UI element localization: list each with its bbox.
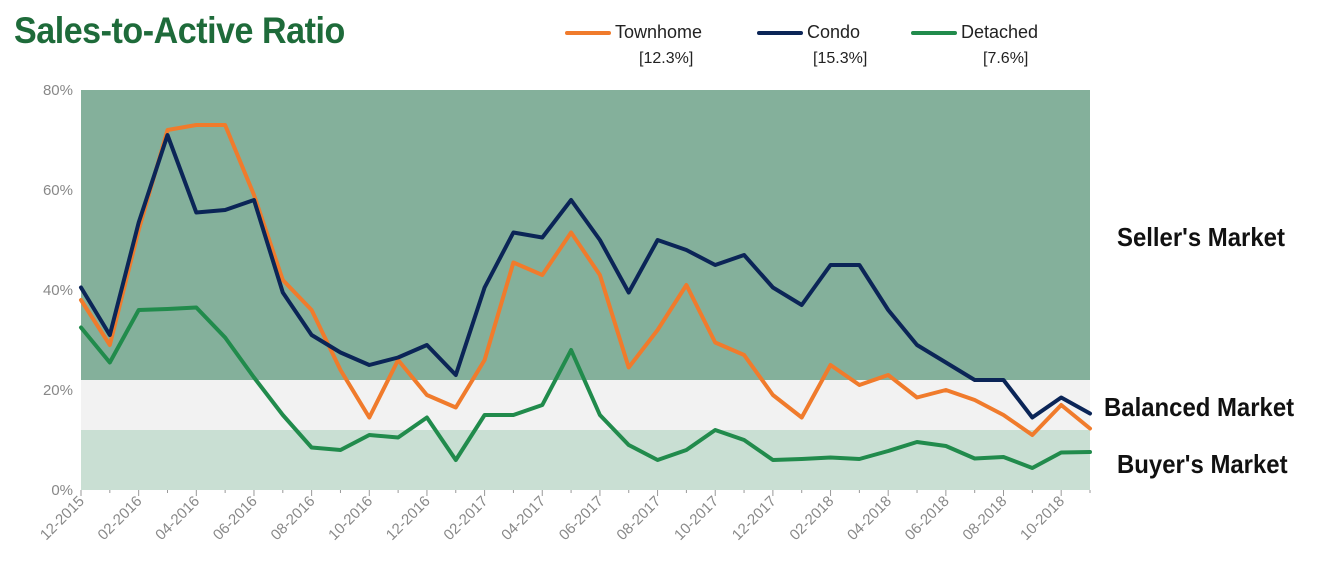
x-tick-label: 10-2018 [1017, 493, 1068, 544]
series-line-detached [79, 305, 1092, 470]
y-tick-label: 20% [43, 382, 73, 399]
y-tick-label: 80% [43, 82, 73, 99]
x-tick-label: 02-2017 [440, 493, 491, 544]
x-tick-label: 12-2015 [37, 493, 88, 544]
zone-label-sellers: Seller's Market [1117, 222, 1285, 252]
x-tick-label: 08-2016 [268, 493, 319, 544]
series-line-condo [79, 133, 1092, 420]
series-line-townhome [79, 123, 1092, 437]
legend-label-condo: Condo [807, 22, 861, 42]
legend-item-condo: Condo [15.3%] [757, 22, 867, 67]
zone-band-buyer-s-market [81, 430, 1090, 490]
legend-item-townhome: Townhome [12.3%] [565, 22, 703, 67]
x-tick-label: 02-2016 [95, 493, 146, 544]
x-tick-label: 04-2017 [498, 493, 549, 544]
x-tick-label: 10-2017 [671, 493, 722, 544]
zone-label-buyers: Buyer's Market [1117, 449, 1288, 479]
y-tick-label: 0% [51, 482, 73, 499]
legend-line-townhome [565, 31, 611, 36]
legend-item-detached: Detached [7.6%] [911, 22, 1039, 67]
x-tick-label: 12-2017 [729, 493, 780, 544]
x-tick-label: 02-2018 [786, 493, 837, 544]
y-tick-label: 60% [43, 182, 73, 199]
x-tick-label: 10-2016 [325, 493, 376, 544]
y-tick-label: 40% [43, 282, 73, 299]
legend-line-condo [757, 31, 803, 36]
legend-value-townhome: [12.3%] [639, 50, 694, 67]
x-tick-label: 06-2018 [902, 493, 953, 544]
zone-band-balanced-market [81, 380, 1090, 430]
legend-value-condo: [15.3%] [813, 50, 868, 67]
legend-label-detached: Detached [961, 22, 1039, 42]
zone-label-balanced: Balanced Market [1104, 392, 1295, 422]
legend-label-townhome: Townhome [615, 22, 703, 42]
x-tick-label: 08-2017 [613, 493, 664, 544]
x-tick-label: 08-2018 [959, 493, 1010, 544]
zone-band-seller-s-market [81, 90, 1090, 380]
x-tick-label: 06-2016 [210, 493, 261, 544]
legend-value-detached: [7.6%] [983, 50, 1029, 67]
chart-title: Sales-to-Active Ratio [14, 10, 345, 51]
x-tick-label: 04-2016 [152, 493, 203, 544]
legend-line-detached [911, 31, 957, 36]
x-tick-label: 12-2016 [383, 493, 434, 544]
x-tick-label: 06-2017 [556, 493, 607, 544]
x-tick-label: 04-2018 [844, 493, 895, 544]
